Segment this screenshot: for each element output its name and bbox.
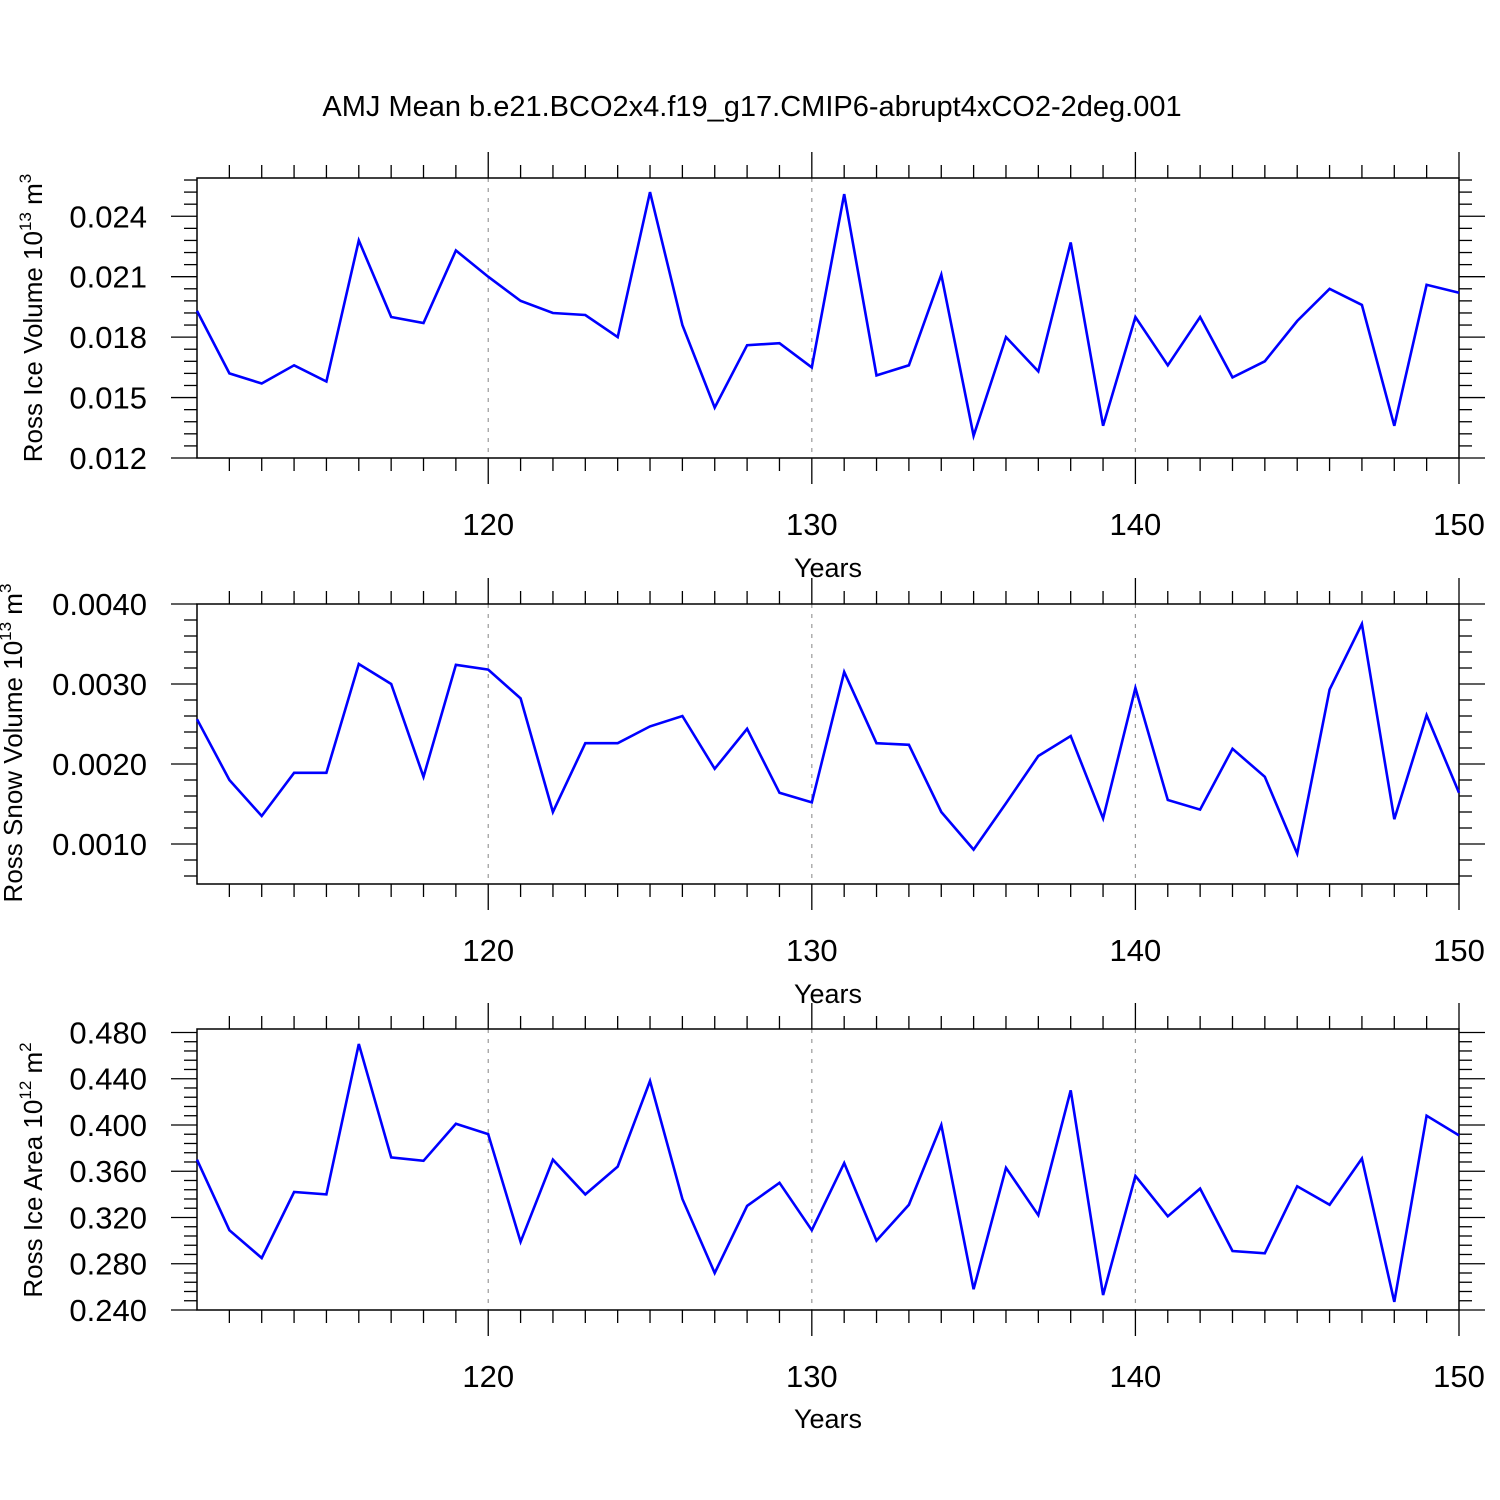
ice-volume-x-tick-label: 120 xyxy=(462,507,514,542)
ice-volume-x-axis-label: Years xyxy=(794,553,862,583)
ice-volume-y-tick-label: 0.018 xyxy=(69,320,147,355)
ice-area-y-tick-label: 0.360 xyxy=(69,1154,147,1189)
ice-volume-y-tick-label: 0.015 xyxy=(69,381,147,416)
ice-volume-y-tick-label: 0.024 xyxy=(69,199,147,234)
snow-volume-y-tick-label: 0.0010 xyxy=(52,827,147,862)
ice-area-y-tick-label: 0.480 xyxy=(69,1015,147,1050)
figure-title: AMJ Mean b.e21.BCO2x4.f19_g17.CMIP6-abru… xyxy=(322,91,1181,123)
ice-area-y-axis-label: Ross Ice Area 1012 m2 xyxy=(16,1042,48,1297)
snow-volume-x-axis-label: Years xyxy=(794,979,862,1009)
ice-area-y-tick-label: 0.280 xyxy=(69,1247,147,1282)
ice-volume-x-tick-label: 140 xyxy=(1110,507,1162,542)
ice-volume-x-tick-label: 130 xyxy=(786,507,838,542)
ice-volume-y-tick-label: 0.021 xyxy=(69,260,147,295)
ice-volume-series-line xyxy=(195,191,1460,441)
snow-volume-plot-frame xyxy=(196,603,1460,885)
ice-area-y-tick-label: 0.320 xyxy=(69,1200,147,1235)
ice-area-y-tick-label: 0.240 xyxy=(69,1293,147,1328)
ice-area-y-tick-label: 0.440 xyxy=(69,1062,147,1097)
ice-volume-y-axis-label: Ross Ice Volume 1013 m3 xyxy=(16,174,48,463)
ice-area-x-tick-label: 140 xyxy=(1110,1359,1162,1394)
ice-area-plot-frame xyxy=(196,1028,1460,1311)
ice-area-y-tick-label: 0.400 xyxy=(69,1108,147,1143)
snow-volume-x-tick-label: 140 xyxy=(1110,933,1162,968)
ice-volume-y-tick-label: 0.012 xyxy=(69,441,147,476)
ice-area-x-tick-label: 120 xyxy=(462,1359,514,1394)
snow-volume-panel: Ross Snow Volume 1013 m3 Years 120 130 140… xyxy=(0,578,1485,1009)
ice-area-series-line xyxy=(195,1043,1460,1303)
snow-volume-y-tick-label: 0.0040 xyxy=(52,587,147,622)
snow-volume-y-axis-label: Ross Snow Volume 1013 m3 xyxy=(0,584,28,903)
snow-volume-x-tick-label: 130 xyxy=(786,933,838,968)
ice-volume-plot-frame xyxy=(196,177,1460,459)
snow-volume-x-tick-label: 150 xyxy=(1433,933,1485,968)
snow-volume-series-line xyxy=(195,619,1461,859)
snow-volume-x-tick-label: 120 xyxy=(462,933,514,968)
snow-volume-y-tick-label: 0.0030 xyxy=(52,667,147,702)
snow-volume-y-tick-label: 0.0020 xyxy=(52,747,147,782)
ice-area-x-axis-label: Years xyxy=(794,1404,862,1434)
ice-volume-panel: Ross Ice Volume 1013 m3 Years 120 130 140 1… xyxy=(16,152,1485,583)
ice-area-panel: Ross Ice Area 1012 m2 Years 120 130 140 150… xyxy=(16,1003,1485,1434)
ice-area-x-tick-label: 130 xyxy=(786,1359,838,1394)
ice-area-x-tick-label: 150 xyxy=(1433,1359,1485,1394)
ice-volume-x-tick-label: 150 xyxy=(1433,507,1485,542)
